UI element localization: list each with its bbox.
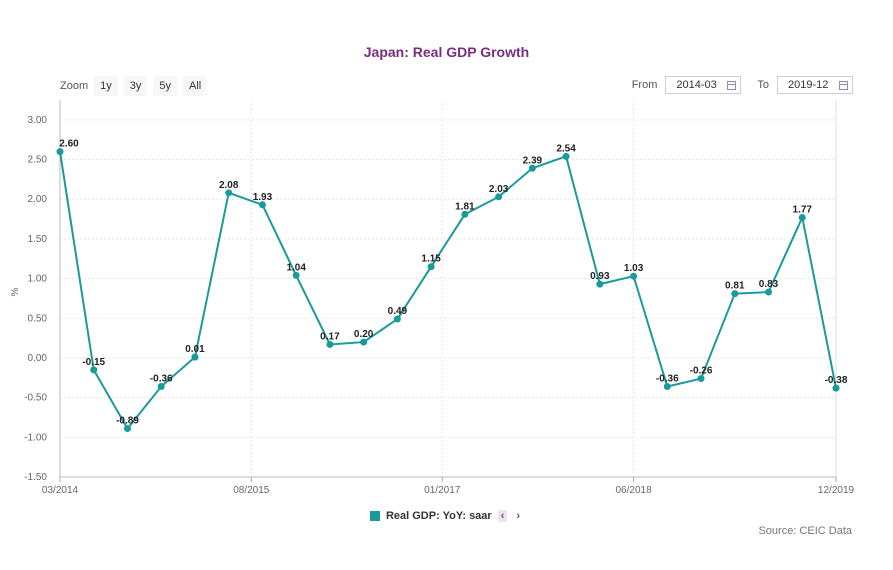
- data-label: 0.81: [725, 281, 745, 292]
- y-tick-label: 2.50: [28, 155, 48, 166]
- data-point: [191, 353, 199, 361]
- data-point: [630, 272, 638, 280]
- y-tick-label: -0.50: [24, 393, 47, 404]
- data-point: [697, 375, 705, 383]
- data-point: [461, 210, 469, 218]
- data-label: 1.15: [421, 254, 441, 265]
- data-label: 1.81: [455, 201, 475, 212]
- data-label: -0.38: [825, 375, 848, 386]
- data-point: [360, 338, 368, 346]
- data-label: 1.93: [253, 192, 273, 203]
- data-label: 0.49: [388, 306, 408, 317]
- data-label: 2.60: [59, 139, 79, 150]
- y-tick-label: -1.00: [24, 432, 47, 443]
- data-point: [258, 201, 266, 209]
- data-point: [832, 384, 840, 392]
- from-label: From: [631, 79, 658, 91]
- series-line: [59, 151, 837, 431]
- legend: Real GDP: YoY: saar ‹ ›: [0, 510, 893, 522]
- data-point: [596, 280, 604, 288]
- data-label: 1.04: [286, 262, 306, 273]
- to-date-input[interactable]: 2019-12: [777, 76, 853, 94]
- data-point: [157, 383, 165, 391]
- calendar-icon[interactable]: [839, 80, 848, 90]
- zoom-1y-button[interactable]: 1y: [94, 76, 118, 96]
- data-point: [731, 290, 739, 298]
- zoom-3y-button[interactable]: 3y: [123, 76, 148, 96]
- y-tick-label: 1.00: [28, 274, 48, 285]
- zoom-controls: Zoom 1y 3y 5y All: [60, 76, 208, 96]
- data-point: [393, 315, 401, 323]
- x-tick-label: 12/2019: [818, 485, 855, 496]
- data-point: [528, 164, 536, 172]
- data-label: -0.36: [656, 374, 679, 385]
- data-label: 0.93: [590, 271, 610, 282]
- data-point: [326, 340, 334, 348]
- data-point: [798, 213, 806, 221]
- zoom-label: Zoom: [60, 80, 89, 92]
- y-tick-label: 0.50: [28, 313, 48, 324]
- zoom-5y-button[interactable]: 5y: [153, 76, 177, 96]
- chart-title: Japan: Real GDP Growth: [363, 44, 530, 60]
- data-point: [495, 193, 503, 201]
- y-tick-label: 2.00: [28, 194, 48, 205]
- legend-next-arrow-icon[interactable]: ›: [516, 510, 521, 522]
- x-tick-label: 03/2014: [42, 485, 79, 496]
- data-label: 0.01: [185, 344, 205, 355]
- x-tick-label: 06/2018: [615, 485, 652, 496]
- data-label: -0.89: [116, 416, 139, 427]
- y-tick-label: 1.50: [28, 234, 48, 245]
- data-label: 0.83: [759, 279, 779, 290]
- x-tick-label: 01/2017: [424, 485, 461, 496]
- to-date-value: 2019-12: [788, 79, 829, 91]
- to-label: To: [757, 79, 769, 91]
- legend-prev-arrow-icon[interactable]: ‹: [497, 510, 508, 522]
- zoom-all-button[interactable]: All: [183, 76, 208, 96]
- data-point: [765, 288, 773, 296]
- from-date-value: 2014-03: [676, 79, 717, 91]
- data-label: 2.08: [219, 180, 239, 191]
- data-label: 1.77: [793, 204, 813, 215]
- x-tick-label: 08/2015: [233, 485, 270, 496]
- data-label: -0.15: [82, 357, 105, 368]
- data-point: [427, 263, 435, 271]
- data-point: [663, 383, 671, 391]
- y-axis-label: %: [10, 287, 21, 296]
- data-label: 1.03: [624, 263, 644, 274]
- y-tick-label: 3.00: [28, 115, 48, 126]
- y-tick-label: 0.00: [28, 353, 48, 364]
- legend-item-label[interactable]: Real GDP: YoY: saar: [385, 510, 492, 522]
- data-point: [56, 148, 64, 156]
- data-point: [562, 152, 570, 160]
- data-label: 0.20: [354, 329, 374, 340]
- data-point: [292, 271, 300, 279]
- data-label: 2.39: [523, 155, 543, 166]
- data-label: 0.17: [320, 331, 340, 342]
- source-note: Source: CEIC Data: [758, 525, 852, 537]
- data-label: 2.03: [489, 184, 509, 195]
- data-label: -0.36: [150, 374, 173, 385]
- date-range: From 2014-03 To 2019-12: [632, 76, 853, 94]
- y-tick-label: -1.50: [24, 472, 47, 483]
- from-date-input[interactable]: 2014-03: [665, 76, 742, 94]
- data-label: 2.54: [556, 143, 576, 154]
- calendar-icon[interactable]: [727, 80, 737, 90]
- data-point: [90, 366, 98, 374]
- data-point: [225, 189, 233, 197]
- data-point: [123, 425, 131, 433]
- legend-swatch: [369, 511, 380, 521]
- data-label: -0.26: [690, 366, 713, 377]
